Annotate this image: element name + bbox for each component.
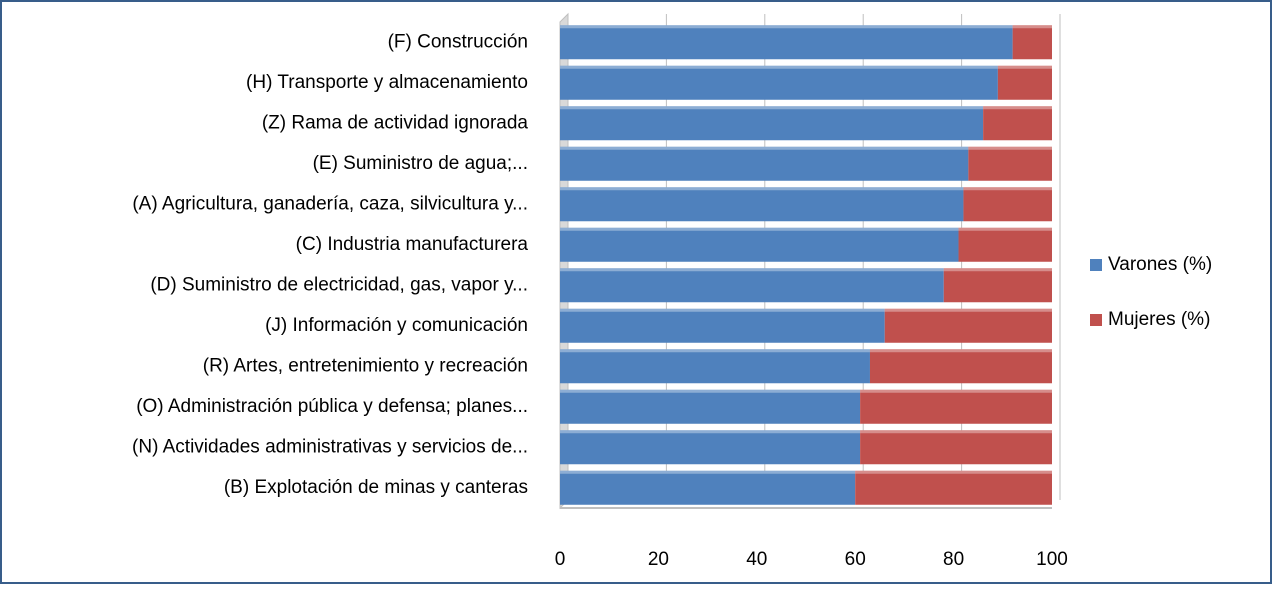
x-tick-label: 40	[746, 549, 767, 570]
y-tick-label: (J) Información y comunicación	[265, 315, 528, 336]
bar-top	[560, 106, 984, 110]
bar-top	[560, 349, 870, 353]
bar	[860, 389, 1052, 424]
bar	[560, 268, 944, 303]
bar-top	[560, 65, 998, 69]
bar	[560, 187, 964, 222]
y-tick-label: (R) Artes, entretenimiento y recreación	[203, 355, 528, 376]
bar	[560, 106, 984, 141]
bar	[963, 187, 1052, 222]
legend-label: Varones (%)	[1108, 254, 1212, 275]
y-tick-label: (O) Administración pública y defensa; pl…	[136, 396, 528, 417]
bar-top	[855, 470, 1052, 474]
bar-top	[560, 146, 969, 150]
legend-label: Mujeres (%)	[1108, 309, 1210, 330]
y-tick-label: (N) Actividades administrativas y servic…	[132, 436, 528, 457]
bar-top	[560, 25, 1013, 29]
y-tick-label: (C) Industria manufacturera	[296, 234, 529, 255]
bar	[560, 227, 959, 262]
bar-top	[860, 389, 1052, 393]
bar-top	[869, 349, 1052, 353]
bar-top	[884, 308, 1052, 312]
bar	[943, 268, 1052, 303]
y-tick-label: (H) Transporte y almacenamiento	[246, 72, 528, 93]
bar-top	[968, 146, 1052, 150]
bar	[560, 470, 856, 505]
x-tick-label: 100	[1036, 549, 1068, 570]
bar-top	[560, 389, 861, 393]
bar-top	[943, 268, 1052, 272]
bar	[560, 65, 998, 100]
bar-top	[560, 268, 944, 272]
y-tick-label: (A) Agricultura, ganadería, caza, silvic…	[132, 193, 528, 214]
bar-top	[860, 430, 1052, 434]
legend-swatch	[1090, 314, 1102, 326]
legend-swatch	[1090, 259, 1102, 271]
bar-top	[1012, 25, 1052, 29]
bar-top	[560, 430, 861, 434]
y-tick-label: (D) Suministro de electricidad, gas, vap…	[150, 274, 528, 295]
bar-top	[963, 187, 1052, 191]
y-tick-label: (F) Construcción	[388, 31, 528, 52]
y-tick-label: (Z) Rama de actividad ignorada	[262, 112, 529, 133]
bar	[560, 25, 1013, 60]
y-tick-label: (B) Explotación de minas y canteras	[224, 477, 528, 498]
y-tick-label: (E) Suministro de agua;...	[313, 153, 528, 174]
bar-top	[560, 308, 885, 312]
bar	[869, 349, 1052, 384]
bar-top	[560, 470, 856, 474]
x-tick-label: 60	[845, 549, 866, 570]
bar-top	[560, 227, 959, 231]
bar	[560, 349, 870, 384]
bar-top	[958, 227, 1052, 231]
bar	[968, 146, 1052, 181]
bar	[884, 308, 1052, 343]
bar-top	[997, 65, 1052, 69]
x-tick-label: 80	[943, 549, 964, 570]
bar	[855, 470, 1052, 505]
x-tick-label: 0	[555, 549, 566, 570]
bar	[560, 389, 861, 424]
bar	[997, 65, 1052, 100]
bar-top	[560, 187, 964, 191]
bar	[983, 106, 1052, 141]
bar	[1012, 25, 1052, 60]
bar	[958, 227, 1052, 262]
x-tick-label: 20	[648, 549, 669, 570]
bar	[560, 308, 885, 343]
bar	[560, 430, 861, 465]
bar	[560, 146, 969, 181]
bar-top	[983, 106, 1052, 110]
bar	[860, 430, 1052, 465]
